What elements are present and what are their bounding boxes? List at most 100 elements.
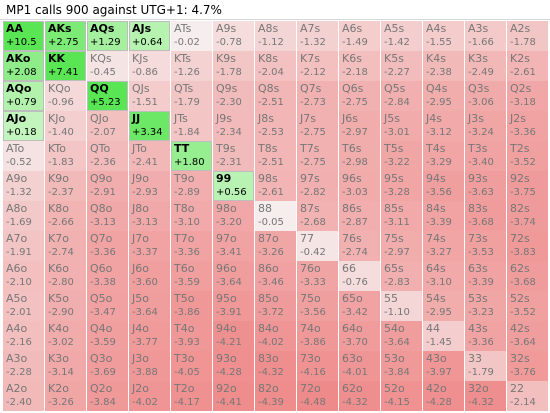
hand-cell-95s[interactable]: 95s -3.28 (381, 171, 422, 201)
hand-cell-83s[interactable]: 83s -3.68 (465, 201, 506, 231)
hand-cell-72o[interactable]: 72o -4.48 (297, 381, 338, 411)
hand-cell-98s[interactable]: 98s -2.61 (255, 171, 296, 201)
hand-cell-74o[interactable]: 74o -3.86 (297, 321, 338, 351)
hand-cell-j5o[interactable]: J5o -3.64 (129, 291, 170, 321)
hand-cell-q6s[interactable]: Q6s -2.75 (339, 81, 380, 111)
hand-cell-75s[interactable]: 75s -2.97 (381, 231, 422, 261)
hand-cell-k8s[interactable]: K8s -2.04 (255, 51, 296, 81)
hand-cell-t8s[interactable]: T8s -2.51 (255, 141, 296, 171)
hand-cell-aqo[interactable]: AQo +0.79 (3, 81, 44, 111)
hand-cell-k4s[interactable]: K4s -2.38 (423, 51, 464, 81)
hand-cell-82o[interactable]: 82o -4.39 (255, 381, 296, 411)
hand-cell-ato[interactable]: ATo -0.52 (3, 141, 44, 171)
hand-cell-82s[interactable]: 82s -3.74 (507, 201, 548, 231)
hand-cell-ajs[interactable]: AJs +0.64 (129, 21, 170, 51)
hand-cell-22[interactable]: 22 -2.14 (507, 381, 548, 411)
hand-cell-a8s[interactable]: A8s -1.12 (255, 21, 296, 51)
hand-cell-k6s[interactable]: K6s -2.18 (339, 51, 380, 81)
hand-cell-aa[interactable]: AA +10.5 (3, 21, 44, 51)
hand-cell-qjo[interactable]: QJo -2.07 (87, 111, 128, 141)
hand-cell-a2s[interactable]: A2s -1.78 (507, 21, 548, 51)
hand-cell-a7o[interactable]: A7o -1.91 (3, 231, 44, 261)
hand-cell-q4s[interactable]: Q4s -2.95 (423, 81, 464, 111)
hand-cell-kto[interactable]: KTo -1.83 (45, 141, 86, 171)
hand-cell-jto[interactable]: JTo -2.41 (129, 141, 170, 171)
hand-cell-t6s[interactable]: T6s -2.98 (339, 141, 380, 171)
hand-cell-94s[interactable]: 94s -3.56 (423, 171, 464, 201)
hand-cell-86o[interactable]: 86o -3.46 (255, 261, 296, 291)
hand-cell-63s[interactable]: 63s -3.39 (465, 261, 506, 291)
hand-cell-k9s[interactable]: K9s -1.78 (213, 51, 254, 81)
hand-cell-65s[interactable]: 65s -2.83 (381, 261, 422, 291)
hand-cell-75o[interactable]: 75o -3.56 (297, 291, 338, 321)
hand-cell-j2s[interactable]: J2s -3.36 (507, 111, 548, 141)
hand-cell-92s[interactable]: 92s -3.75 (507, 171, 548, 201)
hand-cell-k8o[interactable]: K8o -2.66 (45, 201, 86, 231)
hand-cell-a8o[interactable]: A8o -1.69 (3, 201, 44, 231)
hand-cell-q7s[interactable]: Q7s -2.73 (297, 81, 338, 111)
hand-cell-87o[interactable]: 87o -3.26 (255, 231, 296, 261)
hand-cell-a7s[interactable]: A7s -1.32 (297, 21, 338, 51)
hand-cell-96o[interactable]: 96o -3.64 (213, 261, 254, 291)
hand-cell-j3s[interactable]: J3s -3.24 (465, 111, 506, 141)
hand-cell-aks[interactable]: AKs +2.75 (45, 21, 86, 51)
hand-cell-kts[interactable]: KTs -1.26 (171, 51, 212, 81)
hand-cell-a9s[interactable]: A9s -0.78 (213, 21, 254, 51)
hand-cell-q9o[interactable]: Q9o -2.91 (87, 171, 128, 201)
hand-cell-55[interactable]: 55 -1.10 (381, 291, 422, 321)
hand-cell-q3o[interactable]: Q3o -3.69 (87, 351, 128, 381)
hand-cell-j8s[interactable]: J8s -2.53 (255, 111, 296, 141)
hand-cell-53o[interactable]: 53o -3.84 (381, 351, 422, 381)
hand-cell-44[interactable]: 44 -1.45 (423, 321, 464, 351)
hand-cell-t3s[interactable]: T3s -3.40 (465, 141, 506, 171)
hand-cell-j4o[interactable]: J4o -3.77 (129, 321, 170, 351)
hand-cell-97o[interactable]: 97o -3.41 (213, 231, 254, 261)
hand-cell-j9o[interactable]: J9o -2.93 (129, 171, 170, 201)
hand-cell-k5s[interactable]: K5s -2.27 (381, 51, 422, 81)
hand-cell-k4o[interactable]: K4o -3.02 (45, 321, 86, 351)
hand-cell-j4s[interactable]: J4s -3.12 (423, 111, 464, 141)
hand-cell-k5o[interactable]: K5o -2.90 (45, 291, 86, 321)
hand-cell-k9o[interactable]: K9o -2.37 (45, 171, 86, 201)
hand-cell-32o[interactable]: 32o -4.32 (465, 381, 506, 411)
hand-cell-84s[interactable]: 84s -3.39 (423, 201, 464, 231)
hand-cell-53s[interactable]: 53s -3.23 (465, 291, 506, 321)
hand-cell-j6o[interactable]: J6o -3.60 (129, 261, 170, 291)
hand-cell-94o[interactable]: 94o -4.21 (213, 321, 254, 351)
hand-cell-83o[interactable]: 83o -4.32 (255, 351, 296, 381)
hand-cell-kqo[interactable]: KQo -0.96 (45, 81, 86, 111)
hand-cell-t6o[interactable]: T6o -3.59 (171, 261, 212, 291)
hand-cell-j7s[interactable]: J7s -2.75 (297, 111, 338, 141)
hand-cell-q8s[interactable]: Q8s -2.51 (255, 81, 296, 111)
hand-cell-a2o[interactable]: A2o -2.40 (3, 381, 44, 411)
hand-cell-kqs[interactable]: KQs -0.45 (87, 51, 128, 81)
hand-cell-76o[interactable]: 76o -3.33 (297, 261, 338, 291)
hand-cell-q5s[interactable]: Q5s -2.84 (381, 81, 422, 111)
hand-cell-a5s[interactable]: A5s -1.42 (381, 21, 422, 51)
hand-cell-33[interactable]: 33 -1.79 (465, 351, 506, 381)
hand-cell-ako[interactable]: AKo +2.08 (3, 51, 44, 81)
hand-cell-a3s[interactable]: A3s -1.66 (465, 21, 506, 51)
hand-cell-92o[interactable]: 92o -4.41 (213, 381, 254, 411)
hand-cell-kk[interactable]: KK +7.41 (45, 51, 86, 81)
hand-cell-q2o[interactable]: Q2o -3.84 (87, 381, 128, 411)
hand-cell-q8o[interactable]: Q8o -3.13 (87, 201, 128, 231)
hand-cell-j7o[interactable]: J7o -3.37 (129, 231, 170, 261)
hand-cell-87s[interactable]: 87s -2.68 (297, 201, 338, 231)
hand-cell-86s[interactable]: 86s -2.87 (339, 201, 380, 231)
hand-cell-77[interactable]: 77 -0.42 (297, 231, 338, 261)
hand-cell-54o[interactable]: 54o -3.64 (381, 321, 422, 351)
hand-cell-t7s[interactable]: T7s -2.75 (297, 141, 338, 171)
hand-cell-t9s[interactable]: T9s -2.31 (213, 141, 254, 171)
hand-cell-t9o[interactable]: T9o -2.89 (171, 171, 212, 201)
hand-cell-42s[interactable]: 42s -3.64 (507, 321, 548, 351)
hand-cell-j5s[interactable]: J5s -3.01 (381, 111, 422, 141)
hand-cell-73o[interactable]: 73o -4.16 (297, 351, 338, 381)
hand-cell-j9s[interactable]: J9s -2.34 (213, 111, 254, 141)
hand-cell-t7o[interactable]: T7o -3.36 (171, 231, 212, 261)
hand-cell-t5o[interactable]: T5o -3.86 (171, 291, 212, 321)
hand-cell-k7s[interactable]: K7s -2.12 (297, 51, 338, 81)
hand-cell-64o[interactable]: 64o -3.70 (339, 321, 380, 351)
hand-cell-65o[interactable]: 65o -3.42 (339, 291, 380, 321)
hand-cell-43o[interactable]: 43o -3.97 (423, 351, 464, 381)
